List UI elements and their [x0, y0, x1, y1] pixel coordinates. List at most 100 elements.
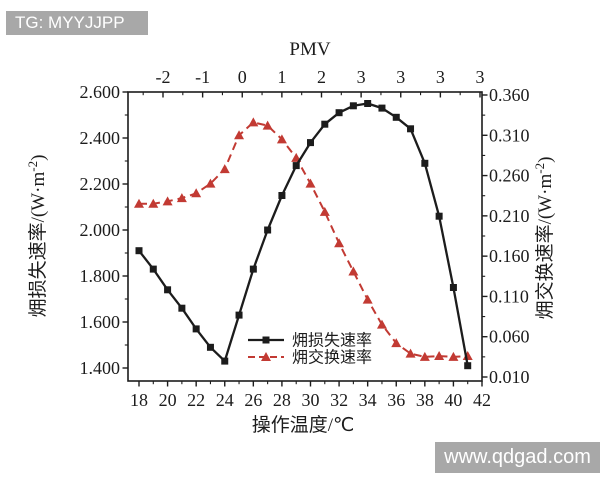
series-marker-triangle: [419, 351, 430, 361]
series-marker-square: [249, 265, 257, 273]
top-axis-tick-label: 3: [476, 67, 485, 87]
series-marker-square: [149, 265, 157, 273]
x-axis-tick-label: 40: [444, 390, 462, 410]
series-marker-triangle: [305, 178, 316, 188]
right-axis-tick-label: 0.310: [489, 125, 530, 145]
x-axis-tick-label: 28: [273, 390, 291, 410]
series-marker-triangle: [148, 198, 159, 208]
series-marker-square: [349, 102, 357, 110]
top-axis-tick-label: 2: [317, 67, 326, 87]
series-exergy-exchange: [134, 117, 473, 361]
left-axis-tick-label: 2.600: [80, 82, 121, 102]
left-axis-title: 㶲损失速率/(W·m-2): [25, 155, 49, 318]
left-axis-tick-label: 2.200: [80, 174, 121, 194]
series-marker-triangle: [276, 134, 287, 144]
series-marker-triangle: [191, 188, 202, 198]
series-marker-square: [435, 212, 443, 220]
left-axis-tick-label: 2.000: [80, 220, 121, 240]
top-axis-tick-label: 3: [357, 67, 366, 87]
x-axis-tick-label: 18: [130, 390, 148, 410]
series-marker-triangle: [248, 117, 259, 127]
series-marker-triangle: [376, 319, 387, 329]
series-marker-triangle: [405, 348, 416, 358]
top-axis-tick-label: 0: [238, 67, 247, 87]
legend-swatch-square: [262, 336, 270, 344]
x-axis-tick-label: 22: [187, 390, 205, 410]
series-marker-triangle: [234, 130, 245, 140]
series-marker-triangle: [334, 238, 345, 248]
left-axis-tick-label: 1.400: [80, 358, 121, 378]
top-axis-tick-label: -2: [156, 67, 171, 87]
series-marker-square: [421, 159, 429, 167]
legend-swatch-triangle: [261, 352, 271, 361]
right-axis-title: 㶲交换速率/(W·m-2): [532, 157, 556, 320]
series-marker-square: [264, 226, 272, 234]
top-axis-title: PMV: [289, 39, 330, 60]
series-marker-square: [392, 113, 400, 121]
series-marker-triangle: [262, 120, 273, 130]
series-marker-triangle: [205, 178, 216, 188]
axes: 18 20 22 24 26 28 30 32 34 36 38 40 42 操作温度/℃ -2 -1 0 1 2 3…: [25, 39, 556, 436]
series-exergy-loss: [135, 100, 472, 370]
x-axis-tick-label: 24: [216, 390, 234, 410]
series-marker-square: [321, 120, 329, 128]
series-marker-triangle: [162, 196, 173, 206]
series-line: [138, 102, 469, 366]
series-marker-triangle: [391, 338, 402, 348]
series-marker-square: [164, 286, 172, 294]
series-marker-square: [278, 192, 286, 199]
series-marker-triangle: [362, 294, 373, 304]
right-axis-tick-label: 0.010: [489, 367, 530, 387]
series-marker-square: [307, 139, 314, 147]
series-marker-square: [178, 304, 186, 312]
legend-label: 㶲损失速率: [292, 332, 372, 350]
series-marker-triangle: [134, 198, 144, 208]
right-axis-tick-label: 0.210: [489, 206, 530, 226]
top-axis-tick-label: 3: [396, 67, 405, 87]
top-axis-tick-label: 1: [277, 67, 286, 87]
right-axis-tick-label: 0.060: [489, 327, 530, 347]
series-marker-square: [464, 362, 472, 370]
series-marker-square: [235, 311, 243, 319]
x-axis-tick-label: 32: [330, 390, 348, 410]
right-axis-tick-label: 0.110: [489, 286, 529, 306]
series-marker-square: [378, 104, 386, 112]
x-axis-tick-label: 26: [244, 390, 262, 410]
right-axis-tick-label: 0.260: [489, 166, 530, 186]
top-axis-tick-label: 3: [436, 67, 445, 87]
x-axis-tick-label: 30: [302, 390, 320, 410]
right-axis-tick-label: 0.360: [489, 85, 530, 105]
series-marker-square: [206, 343, 214, 351]
x-axis-tick-label: 38: [416, 390, 434, 410]
series-marker-triangle: [319, 206, 330, 216]
watermark-bottom-right: www.qdgad.com: [435, 442, 600, 473]
left-axis-tick-label: 1.800: [80, 266, 121, 286]
series-marker-square: [192, 325, 200, 333]
x-axis-tick-label: 42: [473, 390, 491, 410]
series-marker-square: [364, 100, 372, 107]
right-axis-tick-label: 0.160: [489, 246, 530, 266]
series-marker-square: [221, 357, 229, 365]
x-axis-tick-label: 34: [359, 390, 377, 410]
series-line: [139, 121, 468, 358]
top-axis-tick-label: -1: [195, 67, 210, 87]
series-marker-triangle: [348, 266, 359, 276]
series-marker-square: [292, 162, 300, 170]
left-axis-tick-label: 1.600: [80, 312, 121, 332]
series-marker-triangle: [219, 164, 230, 174]
series-marker-triangle: [434, 351, 445, 361]
left-axis-tick-label: 2.400: [80, 128, 121, 148]
series-marker-square: [135, 247, 143, 255]
series-marker-square: [449, 284, 457, 291]
x-axis-tick-label: 20: [159, 390, 177, 410]
x-axis-tick-label: 36: [387, 390, 405, 410]
watermark-top-left: TG: MYYJJPP: [6, 11, 148, 35]
series-marker-square: [335, 109, 343, 117]
legend-label: 㶲交换速率: [292, 349, 372, 367]
series-marker-triangle: [448, 351, 459, 361]
series-marker-triangle: [176, 193, 187, 203]
series-marker-square: [407, 125, 415, 133]
